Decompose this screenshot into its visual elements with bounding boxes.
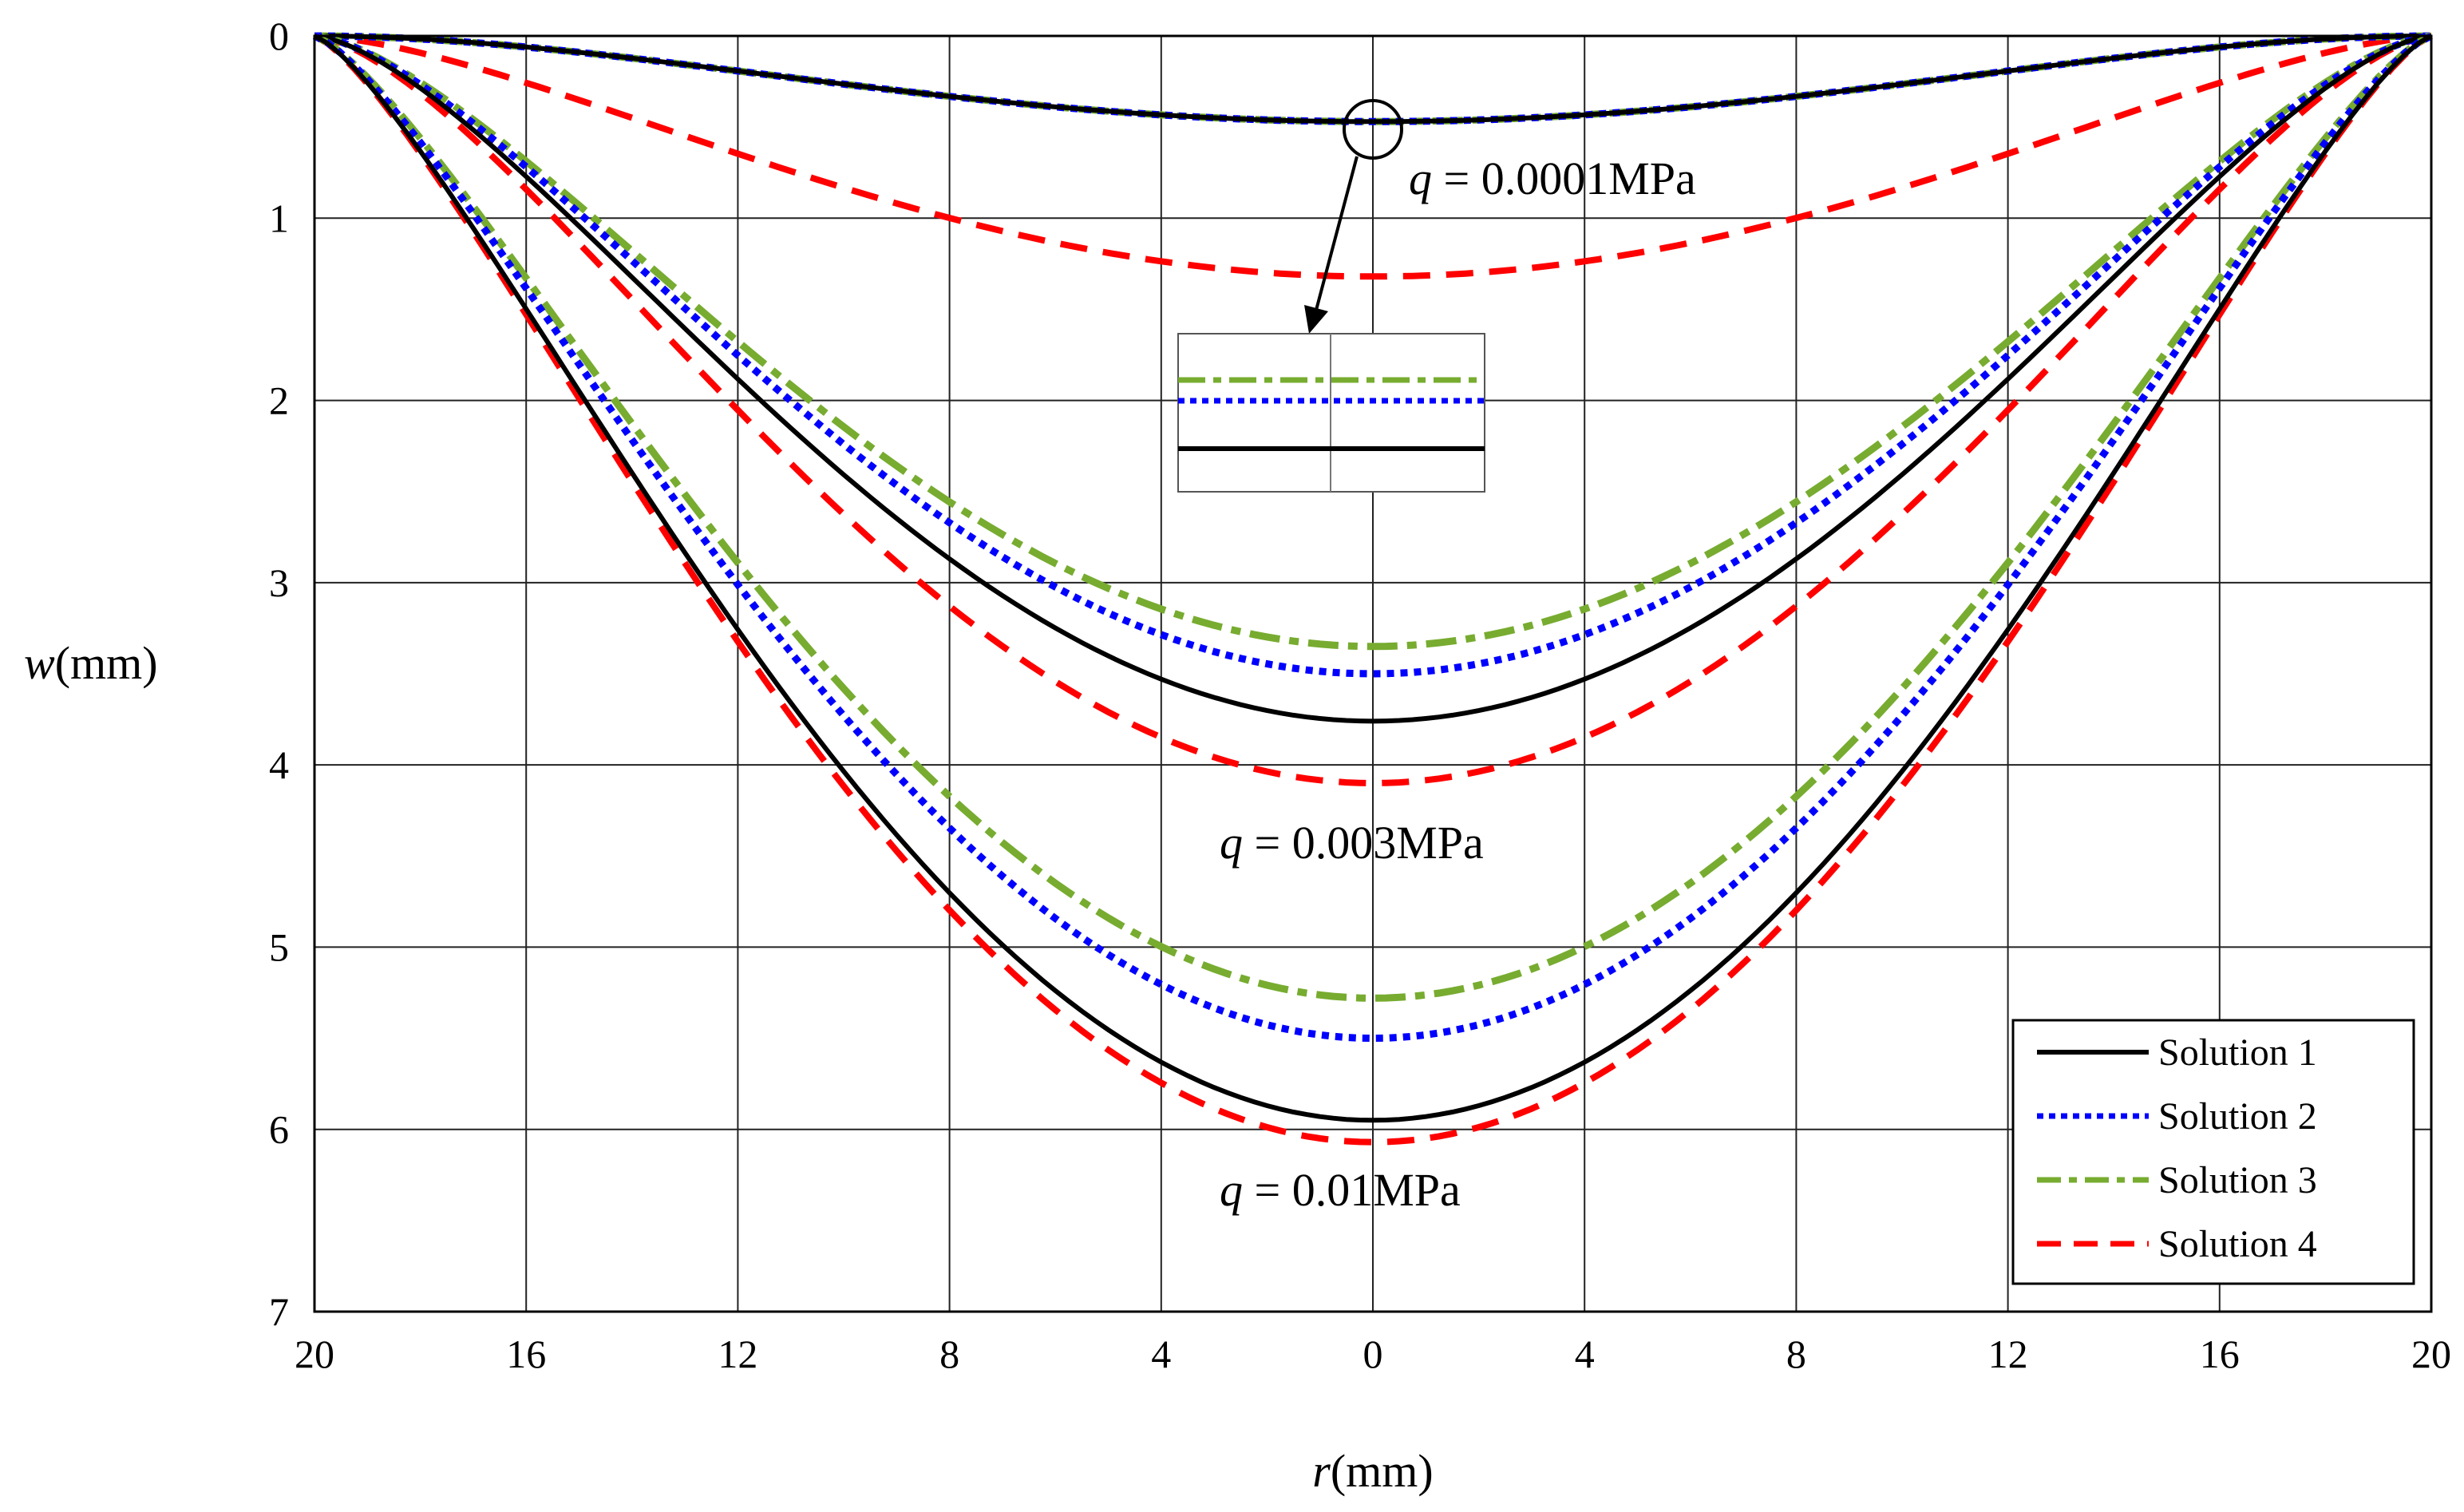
x-tick-labels: 20 16 12 8 4 0 4 8 12 16 20: [295, 1332, 2451, 1376]
y-tick-label: 3: [269, 560, 289, 605]
y-tick-label: 1: [269, 196, 289, 240]
curves: [312, 32, 2434, 1146]
annotation-q-0.0001: q = 0.0001MPa: [1409, 152, 1696, 204]
zoom-circle: [1343, 99, 1403, 160]
legend-label-solution-1: Solution 1: [2158, 1031, 2317, 1074]
x-tick-label: 0: [1363, 1332, 1383, 1376]
y-tick-label: 4: [269, 742, 289, 787]
x-tick-label: 8: [1786, 1332, 1806, 1376]
curve-solution-3-load-3: [313, 32, 2433, 1002]
legend-label-solution-2: Solution 2: [2158, 1095, 2317, 1138]
curve-solution-3-load-2: [314, 32, 2432, 651]
zoom-inset: [1177, 333, 1485, 493]
zoom-arrow-head: [1304, 305, 1328, 334]
x-tick-label: 4: [1151, 1332, 1171, 1376]
y-tick-label: 0: [269, 14, 289, 58]
y-axis-label: w(mm): [24, 637, 158, 689]
legend: Solution 1 Solution 2 Solution 3 Solutio…: [2011, 1019, 2415, 1285]
x-tick-label: 8: [939, 1332, 959, 1376]
x-tick-label: 12: [1988, 1332, 2028, 1376]
y-tick-label: 5: [269, 924, 289, 969]
y-tick-label: 6: [269, 1107, 289, 1152]
y-tick-labels: 0 1 2 3 4 5 6 7: [269, 14, 289, 1334]
x-tick-label: 20: [295, 1332, 334, 1376]
legend-label-solution-3: Solution 3: [2158, 1159, 2317, 1201]
x-tick-label: 16: [506, 1332, 546, 1376]
y-tick-label: 7: [269, 1289, 289, 1334]
x-axis-label: r(mm): [1312, 1445, 1433, 1497]
curve-solution-1-load-1: [314, 34, 2432, 125]
x-tick-label: 12: [718, 1332, 757, 1376]
curve-solution-4-load-1: [314, 33, 2432, 280]
y-tick-label: 2: [269, 378, 289, 423]
curve-solution-1-load-3: [313, 34, 2433, 1123]
x-tick-label: 4: [1575, 1332, 1595, 1376]
curve-solution-4-load-3: [313, 33, 2433, 1146]
curve-solution-2-load-3: [312, 33, 2434, 1043]
zoom-arrow: [1314, 156, 1359, 314]
curve-solution-2-load-2: [314, 32, 2432, 678]
x-tick-label: 20: [2411, 1332, 2451, 1376]
legend-box: [2011, 1019, 2415, 1285]
annotation-q-0.01: q = 0.01MPa: [1220, 1164, 1461, 1216]
plot-frame: [313, 34, 2433, 1313]
curve-solution-1-load-2: [314, 34, 2432, 724]
annotation-q-0.003: q = 0.003MPa: [1220, 817, 1484, 869]
legend-label-solution-4: Solution 4: [2158, 1223, 2317, 1265]
x-tick-label: 16: [2200, 1332, 2240, 1376]
